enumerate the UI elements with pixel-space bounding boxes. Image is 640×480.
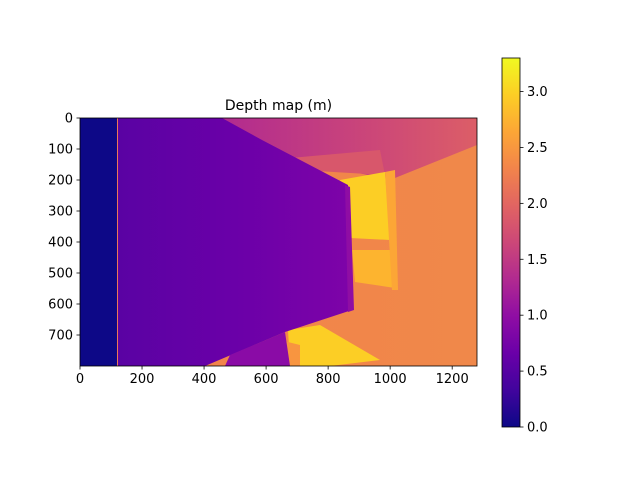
colorbar: 0.0 0.5 1.0 1.5 2.0 2.5 3.0 [501, 57, 548, 436]
colorbar-tick-label: 0.0 [527, 421, 548, 436]
y-tick-label: 700 [48, 329, 73, 344]
colorbar-frame [501, 57, 521, 428]
foreground-bottom-shadow [225, 332, 290, 366]
y-tick-label: 600 [48, 298, 73, 313]
corridor-edge [385, 170, 398, 290]
corridor-yellow-lower [352, 250, 395, 288]
foreground-face-edge [345, 185, 354, 312]
y-axis: 0 100 200 300 400 500 600 700 [48, 112, 80, 344]
x-tick-label: 0 [76, 372, 84, 387]
colorbar-ticks: 0.0 0.5 1.0 1.5 2.0 2.5 3.0 [520, 85, 548, 436]
y-tick-label: 500 [48, 267, 73, 282]
y-tick-label: 200 [48, 174, 73, 189]
y-tick-label: 100 [48, 143, 73, 158]
x-axis: 0 200 400 600 800 1000 1200 [76, 366, 469, 387]
left-edge-band [80, 118, 117, 366]
x-tick-label: 200 [130, 372, 155, 387]
colorbar-tick-label: 1.5 [527, 253, 548, 268]
y-tick-label: 0 [65, 112, 73, 127]
colorbar-gradient [502, 58, 520, 427]
x-tick-label: 1000 [374, 372, 407, 387]
ceiling-region [220, 118, 477, 180]
corridor-yellow-upper [340, 172, 390, 240]
y-tick-label: 300 [48, 205, 73, 220]
floor-yellow [288, 325, 380, 366]
colorbar-tick-label: 0.5 [527, 365, 548, 380]
x-tick-label: 600 [254, 372, 279, 387]
colorbar-tick-label: 1.0 [527, 309, 548, 324]
x-tick-label: 800 [316, 372, 341, 387]
colorbar-tick-label: 3.0 [527, 85, 548, 100]
y-tick-label: 400 [48, 236, 73, 251]
colorbar-tick-label: 2.0 [527, 197, 548, 212]
colorbar-tick-label: 2.5 [527, 141, 548, 156]
chart-title: Depth map (m) [225, 98, 332, 114]
depth-image [80, 118, 477, 366]
x-tick-label: 400 [192, 372, 217, 387]
foreground-block [118, 118, 352, 366]
x-tick-label: 1200 [436, 372, 469, 387]
